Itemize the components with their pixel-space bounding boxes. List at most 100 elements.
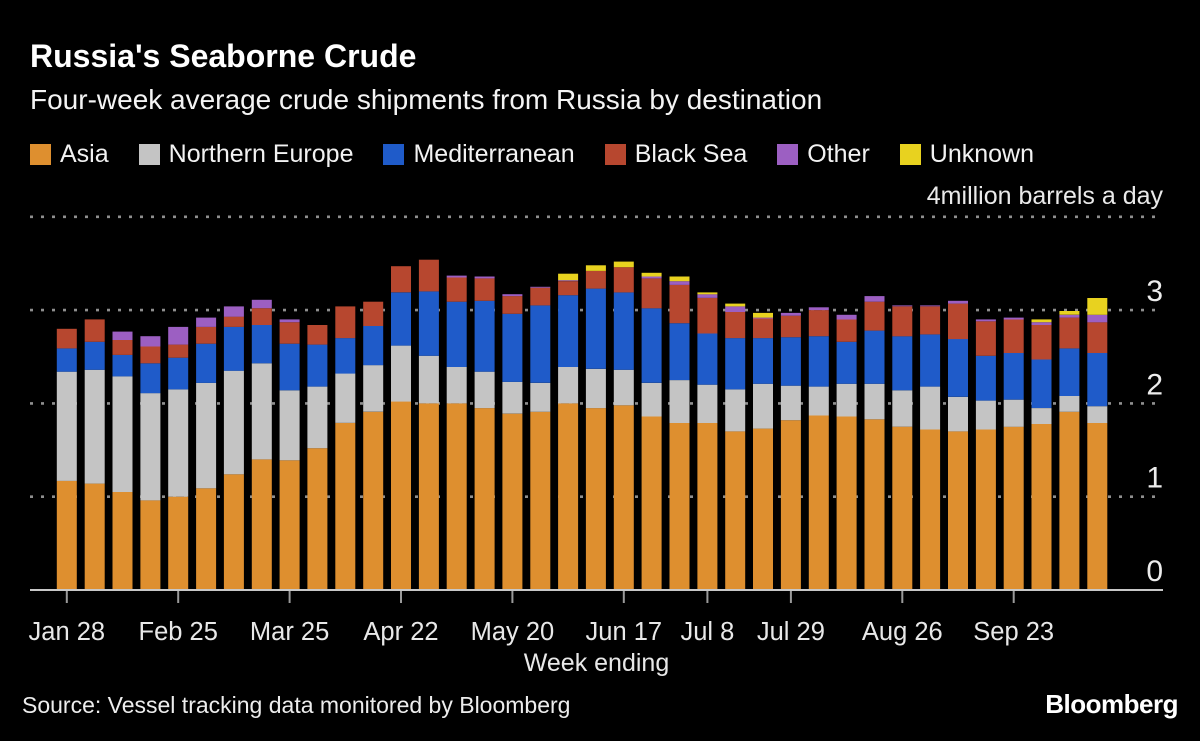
bar-segment [84, 319, 105, 342]
legend-label-black-sea: Black Sea [634, 140, 748, 168]
bar-segment [585, 288, 606, 369]
bar-segment [391, 266, 411, 293]
bar-segment [808, 415, 829, 590]
bar-segment [391, 401, 411, 590]
bar-segment [585, 270, 606, 289]
bar-segment [585, 265, 606, 271]
bar-segment [613, 261, 634, 268]
legend-swatch-black-sea [604, 144, 626, 165]
bar-segment [502, 313, 523, 382]
bar-segment [1003, 353, 1024, 400]
bar-segment [140, 336, 161, 347]
bar-segment [140, 346, 161, 364]
bar-segment [892, 426, 913, 590]
legend-swatch-northern-europe [138, 144, 160, 165]
bar-segment [753, 383, 773, 429]
bar-segment [56, 480, 77, 590]
bar-segment [725, 303, 746, 307]
bar-segment [948, 396, 968, 432]
legend-item-asia: Asia [30, 140, 109, 169]
bar-segment [948, 303, 968, 340]
bar-segment [864, 301, 885, 331]
bar-segment [641, 272, 662, 277]
chart-subtitle: Four-week average crude shipments from R… [30, 84, 823, 115]
bar-segment [223, 370, 244, 475]
bar-segment [279, 390, 300, 461]
legend-item-black-sea: Black Sea [604, 140, 748, 169]
bar-segment [307, 448, 328, 590]
bar-segment [697, 333, 718, 385]
bar-segment [502, 413, 523, 590]
bar-segment [140, 363, 161, 394]
bar-segment [585, 368, 606, 409]
bar-segment [474, 408, 495, 590]
bar-segment [892, 306, 913, 337]
bar-segment [279, 343, 300, 391]
bar-segment [1059, 395, 1080, 412]
x-axis-label: Mar 25 [250, 618, 329, 646]
bar-segment [725, 338, 746, 390]
bar-segment [530, 286, 551, 288]
bar-segment [112, 331, 133, 340]
legend-label-unknown: Unknown [929, 140, 1035, 168]
bar-segment [697, 298, 718, 334]
x-axis-label: May 20 [471, 618, 555, 646]
bar-segment [223, 316, 244, 327]
x-axis-label: Apr 22 [363, 618, 438, 646]
y-axis-label: 0 [1146, 555, 1163, 588]
bar-segment [697, 423, 718, 590]
bar-segment [836, 383, 857, 417]
bar-segment [446, 301, 467, 367]
bar-segment [558, 280, 579, 282]
bar-segment [1031, 325, 1052, 360]
axis-unit-label: 4million barrels a day [926, 182, 1163, 210]
bar-segment [641, 416, 662, 590]
bar-segment [641, 382, 662, 417]
bar-segment [502, 294, 523, 297]
bar-segment [363, 301, 384, 326]
bar-segment [1003, 319, 1024, 353]
bar-segment [112, 492, 133, 590]
bar-segment [836, 319, 857, 342]
y-axis-label: 2 [1146, 368, 1163, 401]
bar-segment [613, 267, 634, 293]
bar-segment [641, 278, 662, 309]
bar-segment [418, 259, 439, 292]
bar-segment [1059, 348, 1080, 396]
bar-segment [725, 312, 746, 339]
bar-segment [279, 319, 300, 323]
bar-segment [753, 428, 773, 590]
bar-segment [1087, 353, 1108, 407]
bar-segment [335, 338, 356, 374]
bar-segment [920, 334, 941, 387]
bar-segment [335, 373, 356, 423]
bar-segment [1003, 317, 1024, 320]
bar-segment [418, 403, 439, 590]
bar-segment [641, 276, 662, 279]
bar-segment [948, 300, 968, 304]
bar-segment [753, 318, 773, 339]
bar-segment [613, 292, 634, 370]
bar-segment [975, 355, 996, 401]
bar-segment [140, 500, 161, 590]
x-axis-label: Jul 29 [757, 618, 825, 646]
bar-segment [753, 338, 773, 384]
legend-swatch-asia [30, 144, 51, 165]
bar-segment [307, 344, 328, 387]
bar-segment [391, 292, 411, 346]
bar-segment [56, 348, 77, 372]
bar-segment [669, 423, 690, 590]
bar-segment [168, 389, 189, 497]
bar-segment [446, 403, 467, 590]
bar-segment [836, 314, 857, 320]
bar-segment [502, 296, 523, 314]
bar-segment [84, 483, 105, 590]
bar-segment [56, 371, 77, 481]
bar-segment [307, 386, 328, 449]
bar-segment [168, 344, 189, 358]
bar-segment [251, 325, 272, 364]
bar-segment [168, 326, 189, 345]
x-axis-label: Sep 23 [973, 618, 1054, 646]
bar-segment [84, 341, 105, 370]
